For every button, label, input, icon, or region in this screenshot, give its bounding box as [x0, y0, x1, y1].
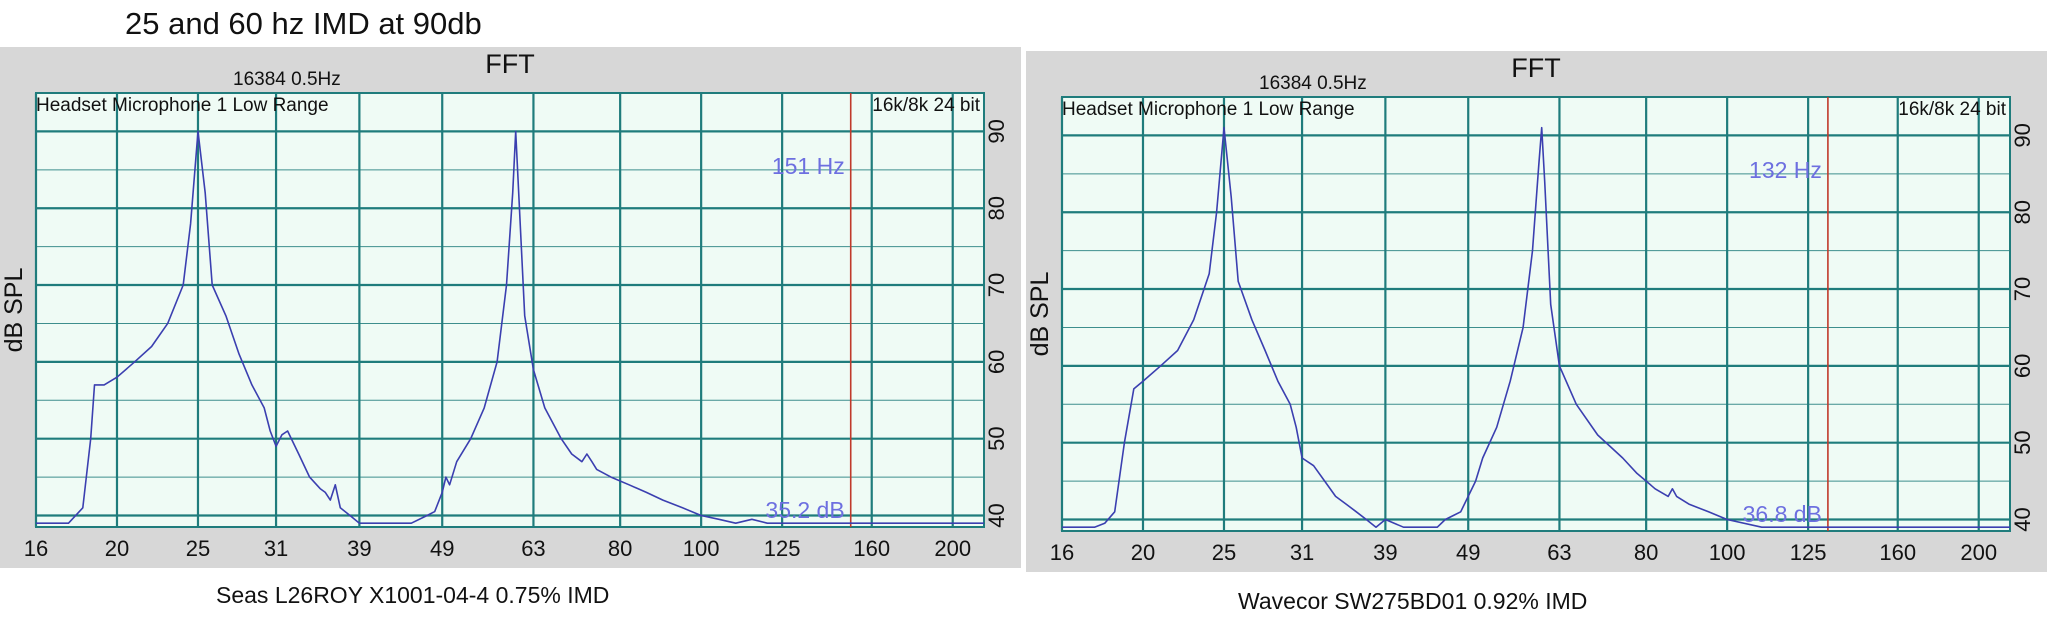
x-tick-label: 63 — [521, 536, 545, 561]
y-tick-label: 50 — [984, 426, 1009, 450]
y-tick-label: 70 — [984, 273, 1009, 297]
x-tick-label: 16 — [1050, 540, 1074, 565]
y-tick-label: 80 — [984, 196, 1009, 220]
y-tick-label: 90 — [984, 119, 1009, 143]
x-tick-label: 25 — [1212, 540, 1236, 565]
x-tick-label: 160 — [1879, 540, 1916, 565]
x-tick-label: 200 — [934, 536, 971, 561]
x-tick-label: 125 — [1790, 540, 1827, 565]
device-label: Headset Microphone 1 Low Range — [36, 95, 329, 116]
x-tick-label: 200 — [1960, 540, 1997, 565]
x-tick-label: 31 — [1290, 540, 1314, 565]
chart-title: FFT — [485, 49, 534, 79]
x-tick-label: 100 — [1709, 540, 1746, 565]
chart-title: FFT — [1511, 53, 1560, 83]
x-tick-label: 31 — [264, 536, 288, 561]
y-tick-label: 70 — [2010, 277, 2035, 301]
x-tick-label: 80 — [608, 536, 632, 561]
plot-area — [1062, 97, 2010, 531]
x-tick-label: 39 — [1373, 540, 1397, 565]
x-tick-label: 20 — [1131, 540, 1155, 565]
x-tick-label: 20 — [105, 536, 129, 561]
y-tick-label: 40 — [2010, 507, 2035, 531]
fft-chart-left: FFT 16384 0.5Hz Headset Microphone 1 Low R… — [0, 49, 1009, 561]
format-label: 16k/8k 24 bit — [1898, 99, 2006, 120]
x-tick-label: 39 — [347, 536, 371, 561]
x-tick-label: 63 — [1547, 540, 1571, 565]
device-label: Headset Microphone 1 Low Range — [1062, 99, 1355, 120]
plot-border — [35, 92, 985, 528]
x-tick-label: 125 — [764, 536, 801, 561]
cursor-level-readout: 36.8 dB — [1743, 501, 1822, 527]
x-tick-label: 49 — [430, 536, 454, 561]
caption-left: Seas L26ROY X1001-04-4 0.75% IMD — [216, 582, 610, 608]
x-tick-label: 80 — [1634, 540, 1658, 565]
fft-panel-right: FFT 16384 0.5Hz Headset Microphone 1 Low R… — [1026, 51, 2047, 572]
x-tick-label: 160 — [853, 536, 890, 561]
plot-border — [1061, 96, 2011, 532]
y-tick-label: 80 — [2010, 200, 2035, 224]
fft-panel-left: FFT 16384 0.5Hz Headset Microphone 1 Low R… — [0, 47, 1021, 568]
fft-info: 16384 0.5Hz — [233, 69, 341, 90]
fft-chart-right: FFT 16384 0.5Hz Headset Microphone 1 Low R… — [1026, 53, 2035, 565]
x-tick-label: 25 — [186, 536, 210, 561]
y-axis-label: dB SPL — [1026, 272, 1054, 357]
y-tick-label: 60 — [2010, 354, 2035, 378]
cursor-level-readout: 35.2 dB — [765, 497, 844, 523]
cursor-freq-readout: 151 Hz — [772, 153, 845, 179]
y-tick-label: 90 — [2010, 123, 2035, 147]
x-tick-label: 16 — [24, 536, 48, 561]
x-tick-label: 49 — [1456, 540, 1480, 565]
y-tick-label: 50 — [2010, 430, 2035, 454]
cursor-freq-readout: 132 Hz — [1749, 157, 1822, 183]
plot-area — [36, 93, 984, 527]
format-label: 16k/8k 24 bit — [872, 95, 980, 116]
spectrum-trace — [1062, 126, 2010, 529]
fft-info: 16384 0.5Hz — [1259, 73, 1367, 94]
y-tick-label: 60 — [984, 350, 1009, 374]
y-axis-label: dB SPL — [0, 268, 28, 353]
figure-title: 25 and 60 hz IMD at 90db — [125, 6, 482, 41]
y-tick-label: 40 — [984, 503, 1009, 527]
caption-right: Wavecor SW275BD01 0.92% IMD — [1238, 588, 1588, 614]
spectrum-trace — [36, 130, 984, 525]
x-tick-label: 100 — [683, 536, 720, 561]
